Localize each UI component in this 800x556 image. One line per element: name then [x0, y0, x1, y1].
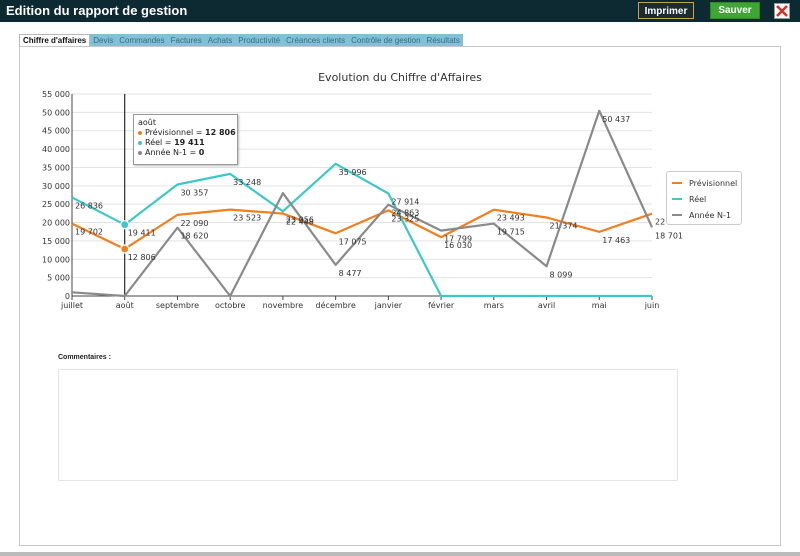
x-tick-label: décembre: [316, 300, 356, 310]
legend-item-previsionnel[interactable]: Prévisionnel: [672, 177, 737, 189]
legend-item-annee-n1[interactable]: Année N-1: [672, 209, 731, 221]
x-tick-label: octobre: [215, 301, 246, 310]
data-label-previsionnel: 22 090: [180, 219, 208, 228]
data-label-annee-n-1: 50 437: [602, 115, 630, 124]
series-line-previsionnel: [71, 208, 653, 251]
x-tick-label: juin: [644, 301, 660, 310]
data-label-annee-n-1: 19 715: [497, 228, 525, 237]
data-label-reel: 23 056: [286, 215, 314, 224]
data-label-reel: 26 836: [75, 201, 103, 210]
legend-item-reel[interactable]: Réel: [672, 193, 706, 205]
tooltip-value-annee-n1: 0: [198, 148, 205, 157]
tooltip-name-reel: Réel: [145, 138, 163, 147]
x-tick-label: juillet: [60, 301, 83, 310]
data-label-annee-n-1: 24 863: [391, 209, 419, 218]
tooltip-dot-previsionnel: [138, 130, 142, 135]
close-button[interactable]: [774, 3, 790, 19]
legend-swatch-reel: [672, 198, 682, 200]
data-label-annee-n-1: 8 477: [339, 269, 362, 278]
y-tick-label: 20 000: [42, 219, 70, 228]
data-label-annee-n-1: 8 099: [550, 270, 573, 279]
legend-label-previsionnel: Prévisionnel: [689, 178, 738, 188]
data-label-previsionnel: 12 806: [128, 253, 156, 262]
data-label-reel: 19 411: [128, 229, 156, 238]
highlight-point-previsionnel: [120, 244, 130, 254]
data-label-reel: 35 996: [339, 168, 367, 177]
data-label-annee-n-1: 18 701: [655, 231, 683, 240]
series-line-reel: [71, 162, 652, 298]
y-tick-label: 45 000: [42, 127, 70, 136]
tooltip-row-annee-n1: Année N-1 = 0: [138, 148, 204, 157]
tab-achats[interactable]: Achats: [204, 34, 236, 47]
tab-creances-clients[interactable]: Créances clients: [283, 34, 349, 47]
title-bar: Edition du rapport de gestion Imprimer S…: [0, 0, 800, 22]
y-tick-label: 10 000: [42, 255, 70, 264]
y-tick-label: 50 000: [42, 108, 70, 117]
tab-productivite[interactable]: Productivité: [235, 34, 284, 47]
data-label-reel: 33 248: [233, 178, 261, 187]
print-button[interactable]: Imprimer: [638, 2, 694, 19]
chart-tooltip: août Prévisionnel = 12 806 Réel = 19 411…: [133, 114, 238, 165]
save-button[interactable]: Sauver: [710, 2, 760, 19]
y-tick-label: 40 000: [42, 145, 70, 154]
chart-legend: Prévisionnel Réel Année N-1: [666, 171, 742, 225]
data-label-previsionnel: 17 463: [602, 236, 630, 245]
x-tick-label: février: [428, 300, 455, 310]
y-tick-label: 35 000: [42, 163, 70, 172]
window-title: Edition du rapport de gestion: [6, 3, 188, 18]
tab-chiffre-affaires[interactable]: Chiffre d'affaires: [19, 34, 91, 47]
data-label-reel: 30 357: [180, 189, 208, 198]
legend-label-reel: Réel: [689, 194, 707, 204]
bottom-border: [0, 552, 800, 556]
data-label-previsionnel: 16 030: [444, 241, 472, 250]
x-tick-label: août: [116, 301, 134, 310]
tab-controle-gestion[interactable]: Contrôle de gestion: [348, 34, 424, 47]
tooltip-dot-annee-n1: [138, 150, 142, 155]
x-tick-label: septembre: [156, 301, 199, 310]
x-tick-label: avril: [538, 301, 555, 310]
tooltip-name-previsionnel: Prévisionnel: [145, 128, 194, 137]
data-label-annee-n-1: 18 620: [180, 232, 208, 241]
y-tick-label: 55 000: [42, 90, 70, 99]
series-line-annee-n-1: [71, 109, 654, 298]
x-tick-label: novembre: [263, 301, 304, 310]
data-label-previsionnel: 23 325: [391, 214, 419, 223]
chart-title: Evolution du Chiffre d'Affaires: [318, 71, 482, 84]
comments-textarea[interactable]: [58, 369, 678, 481]
data-label-previsionnel: 22 448: [286, 218, 314, 227]
tooltip-value-reel: 19 411: [174, 138, 205, 147]
data-label-previsionnel: 21 374: [550, 221, 578, 230]
tooltip-name-annee-n1: Année N-1: [145, 148, 187, 157]
tab-resultats[interactable]: Résultats: [423, 34, 463, 47]
tooltip-row-previsionnel: Prévisionnel = 12 806: [138, 128, 236, 137]
data-label-previsionnel: 23 523: [233, 214, 261, 223]
legend-swatch-previsionnel: [672, 182, 682, 184]
y-tick-label: 30 000: [42, 182, 70, 191]
data-label-annee-n-1: 17 799: [444, 235, 472, 244]
comments-label: Commentaires :: [58, 354, 111, 361]
tab-commandes[interactable]: Commandes: [116, 34, 168, 47]
tab-bar: Chiffre d'affaires Devis Commandes Factu…: [19, 34, 463, 47]
legend-swatch-annee-n1: [672, 214, 682, 216]
data-label-previsionnel: 17 075: [339, 237, 367, 246]
tooltip-row-reel: Réel = 19 411: [138, 138, 205, 147]
x-tick-label: janvier: [374, 301, 403, 310]
data-label-previsionnel: 19 702: [75, 228, 103, 237]
y-tick-label: 15 000: [42, 237, 70, 246]
data-label-reel: 27 914: [391, 197, 419, 206]
close-icon: [775, 4, 789, 18]
highlight-point-reel: [120, 220, 130, 230]
data-label-previsionnel: 23 493: [497, 214, 525, 223]
legend-label-annee-n1: Année N-1: [689, 210, 731, 220]
y-tick-label: 5 000: [47, 274, 70, 283]
tab-factures[interactable]: Factures: [167, 34, 205, 47]
tooltip-dot-reel: [138, 140, 142, 145]
y-tick-label: 25 000: [42, 200, 70, 209]
tooltip-value-previsionnel: 12 806: [205, 128, 236, 137]
x-tick-label: mars: [484, 301, 504, 310]
y-tick-label: 0: [65, 292, 70, 301]
tooltip-title: août: [138, 118, 157, 127]
tab-devis[interactable]: Devis: [90, 34, 117, 47]
x-tick-label: mai: [592, 301, 607, 310]
